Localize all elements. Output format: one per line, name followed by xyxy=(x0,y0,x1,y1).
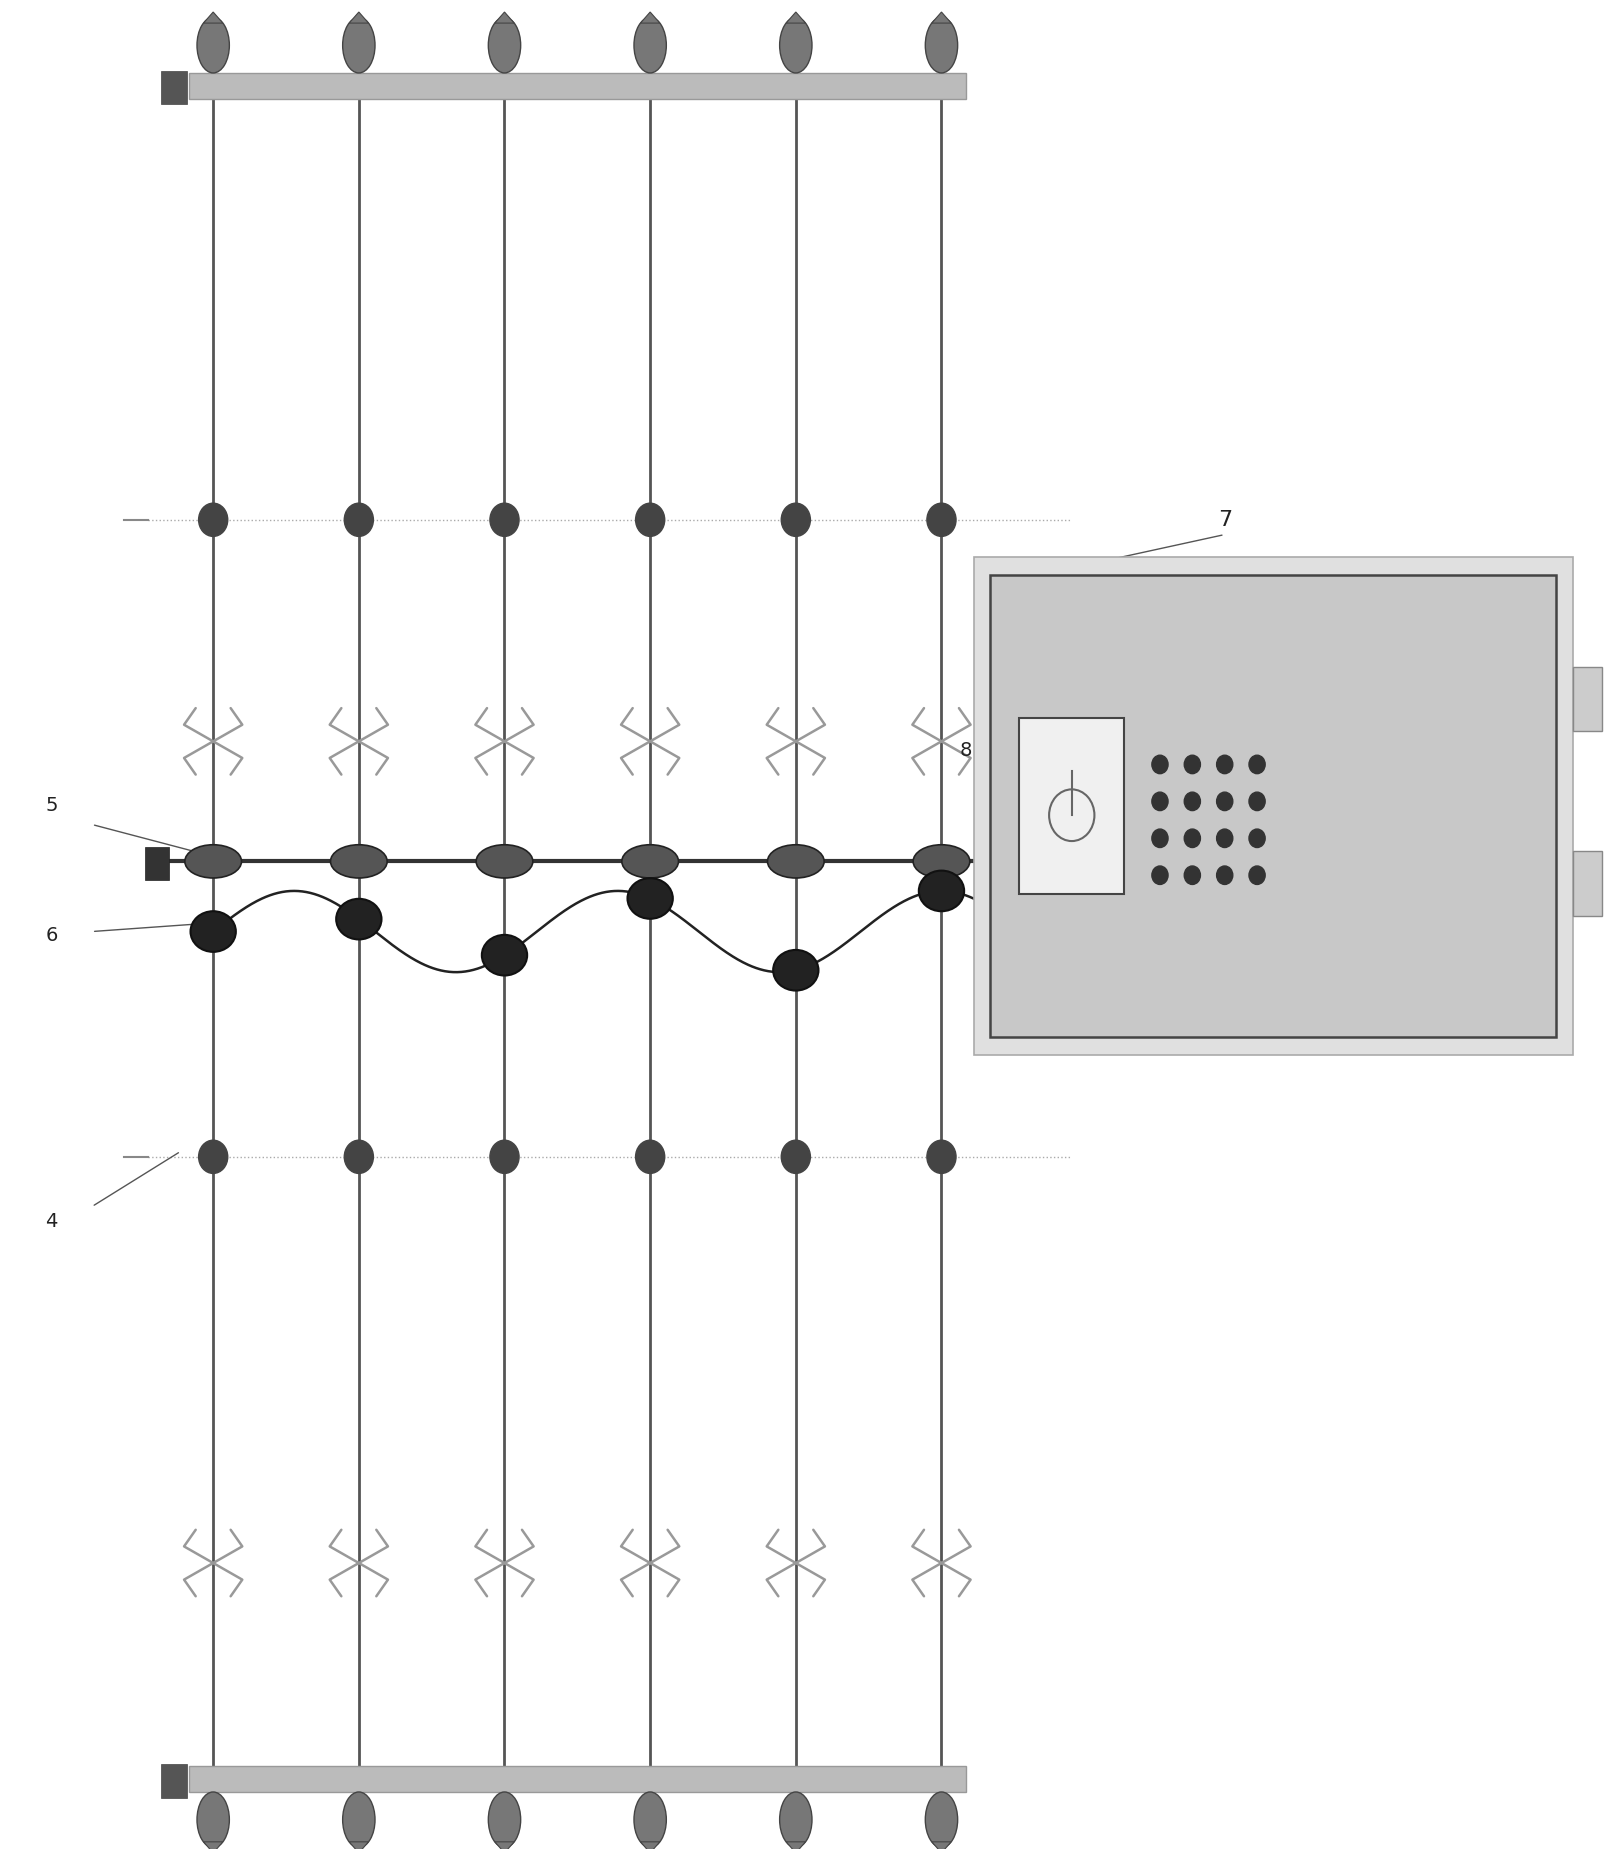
Ellipse shape xyxy=(489,17,521,72)
Circle shape xyxy=(344,504,373,537)
Circle shape xyxy=(927,1141,956,1174)
Circle shape xyxy=(1183,867,1199,885)
Circle shape xyxy=(1151,756,1167,774)
Ellipse shape xyxy=(768,845,823,878)
Ellipse shape xyxy=(482,935,527,976)
Text: 5: 5 xyxy=(45,796,57,815)
Ellipse shape xyxy=(919,870,964,911)
Text: 4: 4 xyxy=(45,1211,57,1232)
Circle shape xyxy=(1248,867,1264,885)
Ellipse shape xyxy=(925,1793,958,1848)
Ellipse shape xyxy=(342,17,375,72)
Ellipse shape xyxy=(779,1793,812,1848)
Circle shape xyxy=(927,504,956,537)
Bar xyxy=(974,557,1571,1056)
Circle shape xyxy=(1216,793,1232,811)
Ellipse shape xyxy=(196,17,229,72)
Ellipse shape xyxy=(1000,911,1045,952)
Circle shape xyxy=(781,1141,810,1174)
Text: 8: 8 xyxy=(959,741,971,759)
Polygon shape xyxy=(349,1843,368,1852)
Circle shape xyxy=(1248,756,1264,774)
Ellipse shape xyxy=(196,1793,229,1848)
Ellipse shape xyxy=(626,878,672,919)
Ellipse shape xyxy=(190,911,235,952)
Text: 6: 6 xyxy=(45,926,57,945)
Polygon shape xyxy=(639,11,659,22)
Circle shape xyxy=(1183,756,1199,774)
Circle shape xyxy=(198,504,227,537)
Ellipse shape xyxy=(633,17,665,72)
Polygon shape xyxy=(495,11,514,22)
Polygon shape xyxy=(349,11,368,22)
Ellipse shape xyxy=(622,845,678,878)
Circle shape xyxy=(490,1141,519,1174)
Circle shape xyxy=(1151,830,1167,848)
Circle shape xyxy=(1216,867,1232,885)
Polygon shape xyxy=(639,1843,659,1852)
Ellipse shape xyxy=(342,1793,375,1848)
Bar xyxy=(990,576,1555,1037)
Polygon shape xyxy=(786,11,805,22)
Polygon shape xyxy=(932,11,951,22)
Circle shape xyxy=(198,1141,227,1174)
Ellipse shape xyxy=(489,1793,521,1848)
Bar xyxy=(1571,852,1600,915)
Circle shape xyxy=(344,1141,373,1174)
Bar xyxy=(1019,719,1123,895)
Text: 7: 7 xyxy=(1217,509,1230,530)
Circle shape xyxy=(635,1141,664,1174)
Circle shape xyxy=(1183,830,1199,848)
Polygon shape xyxy=(932,1843,951,1852)
Ellipse shape xyxy=(476,845,532,878)
Circle shape xyxy=(1216,830,1232,848)
Ellipse shape xyxy=(925,17,958,72)
Polygon shape xyxy=(203,11,222,22)
Bar xyxy=(144,846,169,880)
Circle shape xyxy=(1151,793,1167,811)
Circle shape xyxy=(781,504,810,537)
Circle shape xyxy=(1248,793,1264,811)
Ellipse shape xyxy=(185,845,242,878)
Circle shape xyxy=(1248,830,1264,848)
Ellipse shape xyxy=(773,950,818,991)
Polygon shape xyxy=(203,1843,222,1852)
Ellipse shape xyxy=(779,17,812,72)
Bar xyxy=(188,72,966,98)
Circle shape xyxy=(490,504,519,537)
Ellipse shape xyxy=(633,1793,665,1848)
Polygon shape xyxy=(495,1843,514,1852)
Circle shape xyxy=(635,504,664,537)
Polygon shape xyxy=(786,1843,805,1852)
Bar xyxy=(161,1765,187,1798)
Circle shape xyxy=(1183,793,1199,811)
Bar xyxy=(1571,667,1600,732)
Bar xyxy=(188,1767,966,1793)
Bar xyxy=(161,70,187,104)
Ellipse shape xyxy=(912,845,969,878)
Ellipse shape xyxy=(331,845,386,878)
Ellipse shape xyxy=(336,898,381,939)
Circle shape xyxy=(1216,756,1232,774)
Circle shape xyxy=(1151,867,1167,885)
